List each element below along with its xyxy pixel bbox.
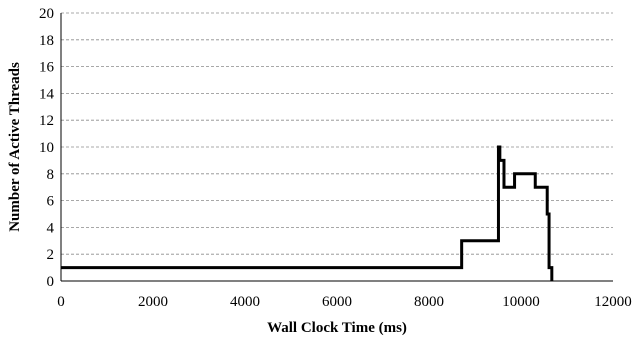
y-tick-label: 14	[39, 86, 55, 102]
x-axis-title: Wall Clock Time (ms)	[267, 320, 407, 336]
y-tick-label: 8	[47, 167, 55, 183]
y-tick-labels: 0 2 4 6 8 10 12 14 16 18 20	[39, 6, 55, 290]
x-tick-label: 8000	[414, 294, 444, 310]
y-tick-label: 20	[39, 6, 54, 22]
x-tick-label: 10000	[502, 294, 540, 310]
y-tick-label: 4	[47, 220, 55, 236]
grid-lines	[61, 12, 613, 255]
y-tick-label: 12	[39, 113, 54, 129]
x-tick-label: 6000	[322, 294, 352, 310]
x-tick-label: 4000	[230, 294, 260, 310]
y-tick-label: 2	[47, 247, 55, 263]
x-tick-labels: 0 2000 4000 6000 8000 10000 12000	[57, 294, 632, 310]
series-group	[61, 145, 554, 281]
x-tick-label: 2000	[138, 294, 168, 310]
y-tick-label: 10	[39, 140, 54, 156]
y-axis-title: Number of Active Threads	[7, 62, 23, 232]
y-tick-label: 6	[47, 194, 55, 210]
y-tick-label: 18	[39, 33, 54, 49]
y-tick-label: 0	[47, 274, 55, 290]
axes	[60, 13, 613, 282]
x-tick-label: 12000	[594, 294, 632, 310]
y-tick-label: 16	[39, 60, 55, 76]
x-tick-label: 0	[57, 294, 65, 310]
series-line-0	[61, 145, 554, 281]
